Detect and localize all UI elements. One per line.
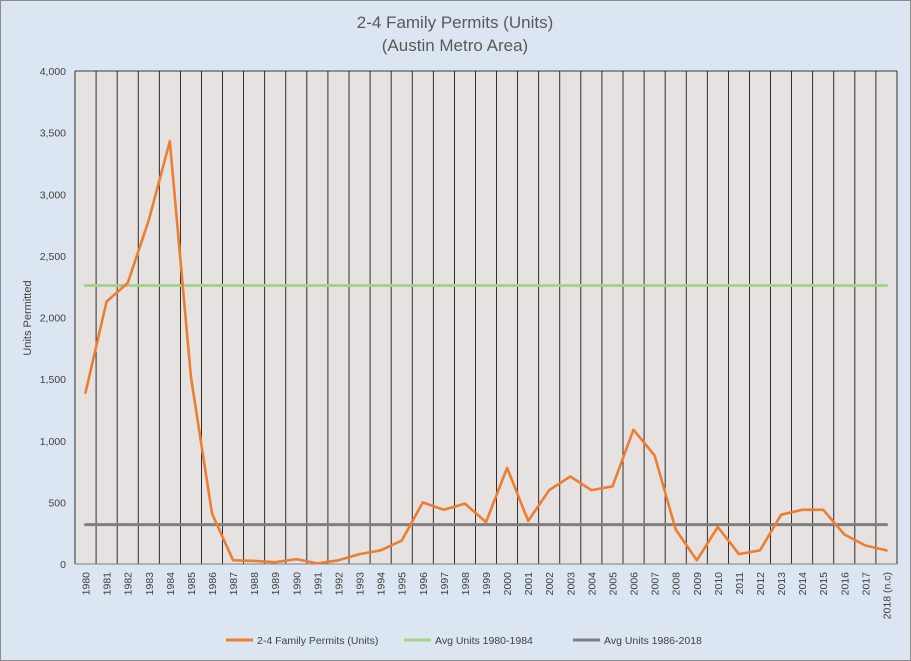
x-tick-label: 1987 [228,572,240,596]
x-tick-label: 2014 [797,572,809,596]
series-line-0 [84,140,888,565]
x-tick-label: 2010 [713,572,725,596]
y-tick-label: 1,000 [40,436,66,448]
x-tick-label: 2016 [839,572,851,596]
legend-label: Avg Units 1980-1984 [435,635,533,647]
x-tick-label: 1988 [249,572,261,596]
x-tick-label: 2001 [523,572,535,596]
x-tick-label: 2012 [755,572,767,596]
chart-title: 2-4 Family Permits (Units) [357,13,553,32]
x-tick-label: 2007 [650,572,662,596]
y-tick-label: 2,000 [40,313,66,325]
x-tick-label: 1998 [460,572,472,596]
x-tick-label: 1994 [376,572,388,596]
y-tick-label: 1,500 [40,374,66,386]
y-tick-label: 3,000 [40,189,66,201]
y-tick-label: 4,000 [40,66,66,78]
x-tick-label: 1986 [207,572,219,596]
legend: 2-4 Family Permits (Units) Avg Units 1980… [226,635,702,647]
y-tick-label: 3,500 [40,128,66,140]
x-tick-label: 2000 [502,572,514,596]
x-tick-label: 1989 [270,572,282,596]
legend-label: 2-4 Family Permits (Units) [257,635,378,647]
x-tick-label: 2008 [671,572,683,596]
x-tick-label: 2005 [607,572,619,596]
y-tick-label: 500 [48,497,66,509]
x-tick-label: 2018 (n.c) [881,572,893,619]
y-tick-label: 0 [60,559,66,571]
x-tick-label: 2015 [818,572,830,596]
x-tick-label: 2009 [692,572,704,596]
x-tick-label: 2002 [544,572,556,596]
x-tick-label: 1996 [418,572,430,596]
x-tick-label: 2003 [565,572,577,596]
x-tick-label: 1995 [397,572,409,596]
x-tick-label: 1982 [123,572,135,596]
x-tick-label: 1983 [144,572,156,596]
x-tick-label: 1997 [439,572,451,596]
legend-label: Avg Units 1986-2018 [604,635,702,647]
x-tick-label: 2013 [776,572,788,596]
x-tick-label: 2017 [860,572,872,596]
chart-subtitle: (Austin Metro Area) [382,36,528,55]
gridlines [74,70,898,565]
y-axis-title: Units Permitted [22,280,34,355]
x-tick-label: 1991 [312,572,324,596]
x-tick-label: 1980 [81,572,93,596]
x-axis: 1980 1981 1982 1983 1984 1985 1986 1987 1988 1989… [81,572,894,619]
x-tick-label: 2006 [629,572,641,596]
x-tick-label: 1992 [333,572,345,596]
y-axis: 0 500 1,000 1,500 2,000 2,500 3,000 3,500 4,000 [40,66,66,571]
x-tick-label: 1984 [165,572,177,596]
x-tick-label: 2004 [586,572,598,596]
x-tick-label: 1981 [102,572,114,596]
x-tick-label: 1985 [186,572,198,596]
series-lines [84,140,888,565]
x-tick-label: 1990 [291,572,303,596]
plot-area [75,71,897,564]
x-tick-label: 2011 [734,572,746,595]
x-tick-label: 1999 [481,572,493,596]
x-tick-label: 1993 [355,572,367,596]
y-tick-label: 2,500 [40,251,66,263]
